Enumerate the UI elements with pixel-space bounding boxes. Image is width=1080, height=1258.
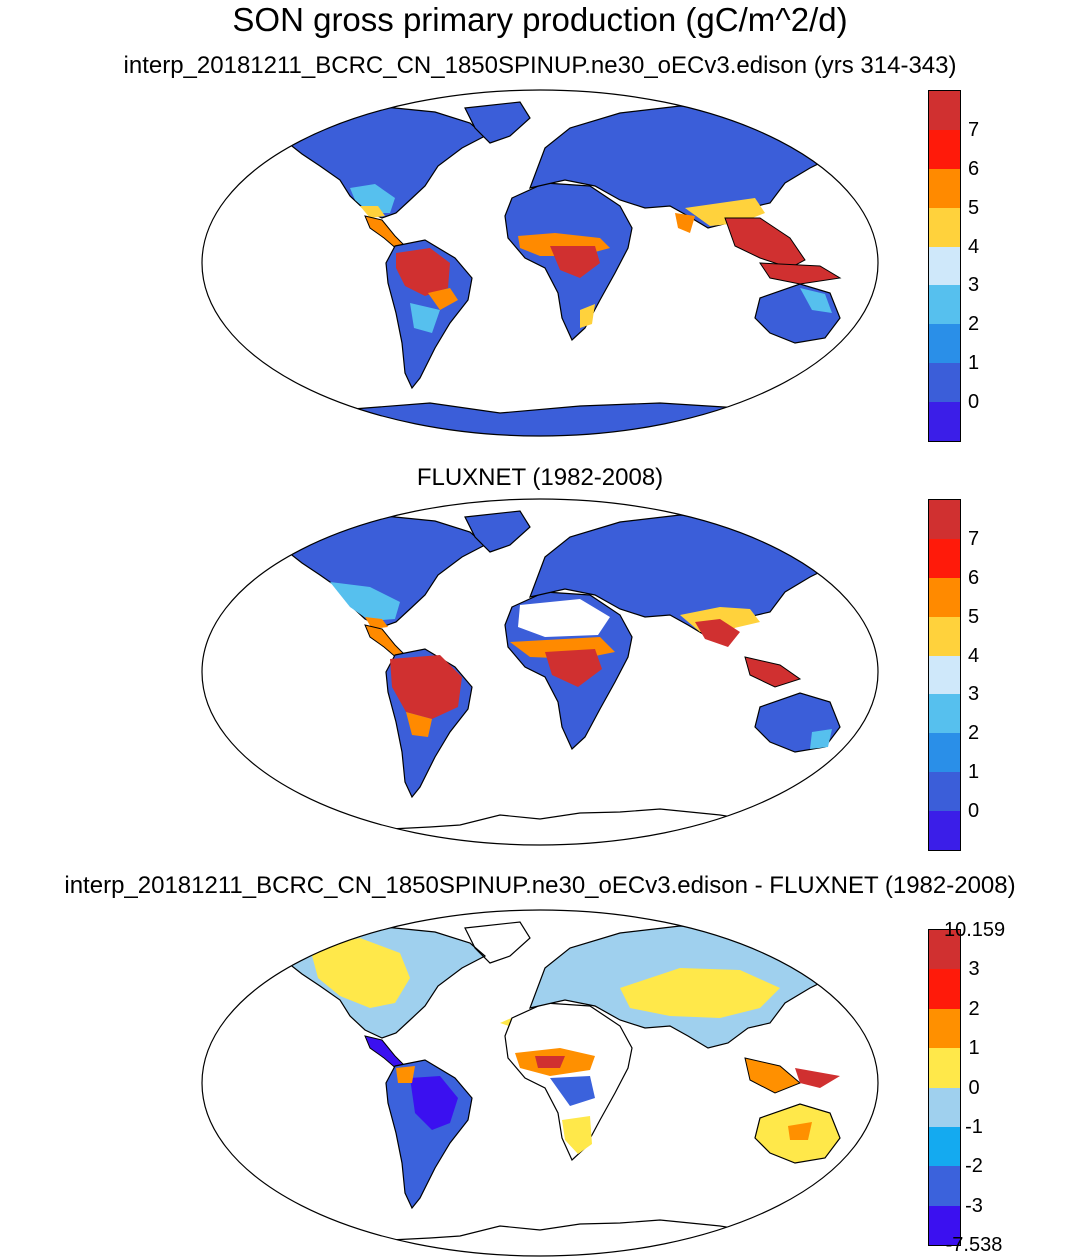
colorbar-tick-label: 5 <box>968 196 980 219</box>
map-fluxnet-gpp <box>201 498 879 846</box>
colorbar-tick-label: -3 <box>965 1194 983 1217</box>
colorbar-tick-label: 5 <box>968 605 980 628</box>
colorbar-tick-label: 3 <box>968 683 980 706</box>
colorbar-segment <box>929 694 960 734</box>
colorbar-segment <box>929 91 960 130</box>
colorbar-tick-label: 3 <box>968 958 980 981</box>
colorbar-tick-label: 7 <box>968 527 980 550</box>
colorbar-segment <box>929 500 960 539</box>
colorbar-segment <box>929 285 960 325</box>
colorbar-tick-label: 2 <box>968 722 980 745</box>
colorbar-tick-label: 0 <box>968 391 980 414</box>
figure-title: SON gross primary production (gC/m^2/d) <box>232 1 848 38</box>
colorbar-tick-label: 10.159 <box>944 919 1006 941</box>
colorbar-segment <box>929 1166 960 1206</box>
colorbar-segment <box>929 363 960 402</box>
colorbar-segment <box>929 1126 960 1167</box>
colorbar-model <box>928 90 961 442</box>
colorbar-tick-label: 0 <box>968 800 980 823</box>
antarctica <box>202 402 878 436</box>
greenland <box>464 101 531 144</box>
colorbar-fluxnet <box>928 499 961 851</box>
australia <box>754 283 841 344</box>
colorbar-difference <box>928 929 961 1246</box>
colorbar-segment <box>929 655 960 695</box>
panel-1-title: interp_20181211_BCRC_CN_1850SPINUP.ne30_… <box>123 52 957 79</box>
colorbar-tick-label: 2 <box>968 997 980 1020</box>
colorbar-segment <box>929 168 960 208</box>
colorbar-segment <box>929 577 960 617</box>
colorbar-tick-label: 6 <box>968 157 980 180</box>
colorbar-segment <box>929 772 960 811</box>
colorbar-tick-label: 1 <box>968 761 980 784</box>
colorbar-tick-label: 3 <box>968 274 980 297</box>
colorbar-segment <box>929 129 960 169</box>
colorbar-tick-label: 2 <box>968 313 980 336</box>
colorbar-tick-label: 6 <box>968 566 980 589</box>
colorbar-tick-label: 1 <box>968 1037 980 1060</box>
colorbar-segment <box>929 1048 960 1088</box>
colorbar-segment <box>929 402 960 441</box>
colorbar-tick-label: -2 <box>965 1155 983 1178</box>
colorbar-tick-label: 4 <box>968 235 980 258</box>
colorbar-segment <box>929 246 960 286</box>
colorbar-segment <box>929 1087 960 1127</box>
colorbar-segment <box>929 930 960 970</box>
colorbar-tick-label: -1 <box>965 1115 983 1138</box>
panel-2-title: FLUXNET (1982-2008) <box>416 464 664 491</box>
panel-3-title: interp_20181211_BCRC_CN_1850SPINUP.ne30_… <box>64 872 1016 899</box>
map-difference <box>201 909 879 1257</box>
colorbar-tick-label: 4 <box>968 644 980 667</box>
colorbar-tick-label: 7 <box>968 118 980 141</box>
colorbar-segment <box>929 616 960 656</box>
colorbar-segment <box>929 324 960 364</box>
colorbar-segment <box>929 733 960 773</box>
colorbar-tick-label: -7.538 <box>945 1234 1003 1256</box>
colorbar-segment <box>929 207 960 247</box>
colorbar-segment <box>929 1205 960 1245</box>
map-model-gpp <box>201 89 879 437</box>
colorbar-segment <box>929 811 960 850</box>
colorbar-segment <box>929 1008 960 1049</box>
colorbar-tick-label: 0 <box>968 1076 980 1099</box>
colorbar-segment <box>929 538 960 578</box>
colorbar-tick-label: 1 <box>968 352 980 375</box>
north-america <box>279 105 487 219</box>
colorbar-segment <box>929 969 960 1009</box>
